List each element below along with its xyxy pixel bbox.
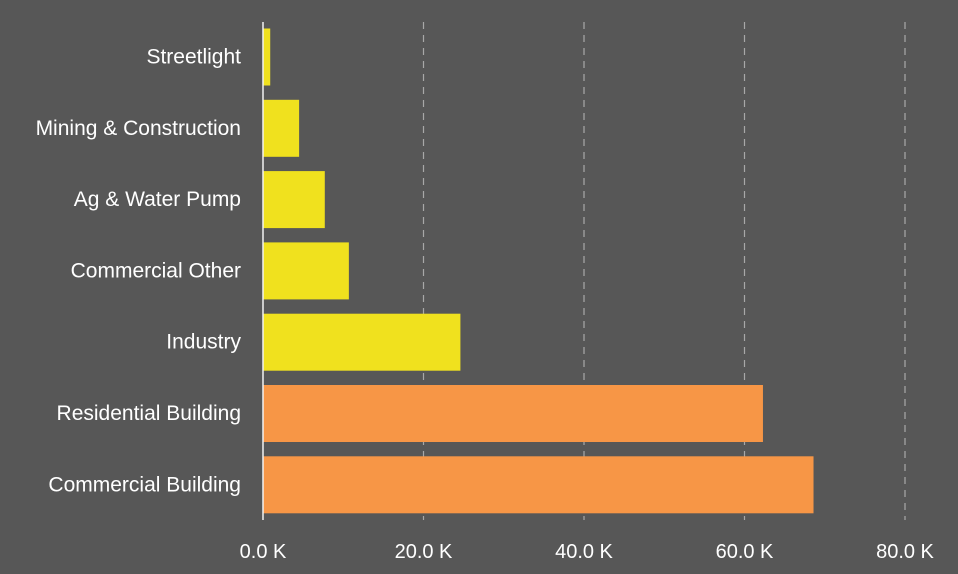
category-labels: Streetlight Mining & Construction Ag & Wat… [36,46,242,497]
category-label: Streetlight [146,46,241,69]
x-tick-label: 60.0 K [716,541,774,563]
bar-streetlight [263,28,271,86]
bar-ag-water-pump [263,171,325,229]
x-tick-label: 40.0 K [555,541,613,563]
bar-residential-building [263,385,763,442]
gridlines [422,22,906,520]
bar-industry [263,313,461,371]
category-label: Residential Building [57,402,241,425]
category-label: Industry [166,331,241,354]
bars [263,28,814,514]
category-label: Ag & Water Pump [74,188,241,211]
bar-commercial-building [263,456,814,514]
bar-commercial-other [263,242,349,300]
x-tick-label: 0.0 K [240,541,287,563]
bar-mining-construction [263,99,300,157]
category-label: Commercial Other [71,259,241,282]
x-tick-labels: 0.0 K 20.0 K 40.0 K 60.0 K 80.0 K [240,541,935,563]
x-tick-label: 20.0 K [395,541,453,563]
x-tick-label: 80.0 K [876,541,934,563]
category-label: Commercial Building [48,473,241,496]
category-label: Mining & Construction [36,117,241,140]
